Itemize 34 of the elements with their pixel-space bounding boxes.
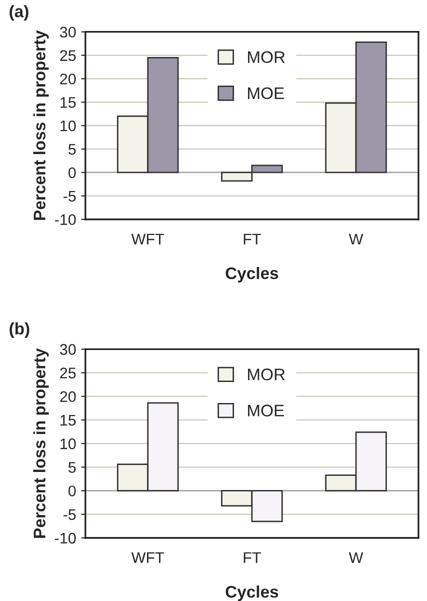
y-tick-label: 0 <box>68 167 76 178</box>
y-tick-label: 10 <box>60 120 76 132</box>
x-axis-title: Cycles <box>226 585 278 601</box>
x-axis-title: Cycles <box>226 266 278 282</box>
y-axis-title: Percent loss in property <box>33 30 49 220</box>
x-tick-label: FT <box>244 234 261 244</box>
y-axis-title: Percent loss in property <box>33 348 49 538</box>
y-tick-label: 25 <box>60 368 76 378</box>
x-tick-label: FT <box>244 552 261 563</box>
x-tick-label: WFT <box>131 234 164 244</box>
y-tick-label: 20 <box>60 74 76 84</box>
chart-title: (b) <box>10 322 30 338</box>
y-tick-label: -10 <box>54 532 76 544</box>
y-tick-label: -10 <box>54 214 76 226</box>
legend-label: MOE <box>248 87 284 100</box>
y-tick-label: -5 <box>63 509 76 520</box>
x-tick-label: W <box>348 234 364 244</box>
y-tick-label: 20 <box>60 391 76 402</box>
y-tick-label: 5 <box>68 144 76 155</box>
y-tick-label: 10 <box>60 438 76 450</box>
x-tick-label: WFT <box>131 552 164 563</box>
y-tick-label: 5 <box>68 462 76 473</box>
y-tick-label: 15 <box>60 414 76 426</box>
legend-label: MOR <box>248 51 285 64</box>
y-tick-label: 30 <box>60 344 76 355</box>
y-tick-label: 30 <box>60 26 76 38</box>
legend-label: MOR <box>248 368 285 380</box>
chart-title: (a) <box>10 5 28 21</box>
legend-label: MOE <box>248 404 284 416</box>
y-tick-label: -5 <box>63 190 76 202</box>
y-tick-label: 15 <box>60 97 76 108</box>
y-tick-label: 0 <box>68 486 76 496</box>
y-tick-label: 25 <box>60 50 76 61</box>
x-tick-label: W <box>348 552 364 563</box>
